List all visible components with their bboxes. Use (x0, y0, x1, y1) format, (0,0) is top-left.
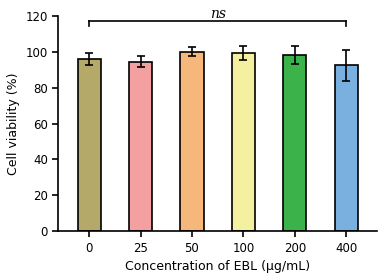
Text: ns: ns (210, 7, 226, 21)
Bar (334, 65, 358, 231)
Bar (232, 53, 255, 231)
Bar (180, 52, 204, 231)
Bar (129, 62, 152, 231)
X-axis label: Concentration of EBL (μg/mL): Concentration of EBL (μg/mL) (125, 260, 310, 273)
Y-axis label: Cell viability (%): Cell viability (%) (7, 72, 20, 175)
Bar (78, 59, 101, 231)
Bar (283, 55, 306, 231)
